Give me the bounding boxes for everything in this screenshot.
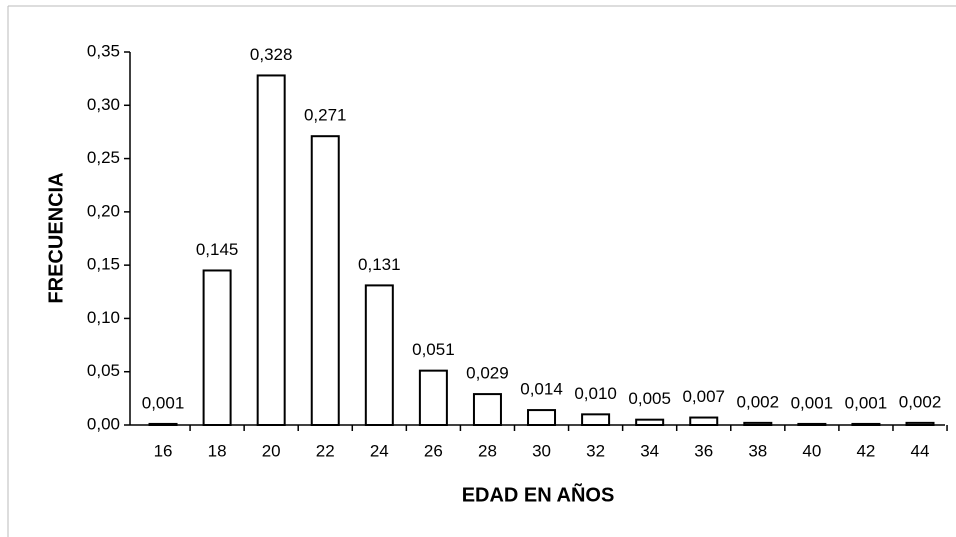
x-tick-label: 24 — [370, 441, 389, 460]
value-label: 0,271 — [304, 106, 347, 125]
x-tick-label: 20 — [262, 441, 281, 460]
bar — [527, 409, 557, 426]
value-label: 0,001 — [791, 393, 834, 412]
value-label: 0,131 — [358, 255, 401, 274]
x-tick-label: 28 — [478, 441, 497, 460]
x-tick-label: 32 — [586, 441, 605, 460]
y-tick-label: 0,00 — [87, 414, 120, 433]
bar — [364, 284, 394, 426]
y-tick-label: 0,25 — [87, 148, 120, 167]
value-label: 0,029 — [466, 364, 509, 383]
y-tick-label: 0,35 — [87, 41, 120, 60]
value-label: 0,002 — [899, 392, 942, 411]
y-tick-label: 0,05 — [87, 361, 120, 380]
value-label: 0,001 — [142, 393, 185, 412]
x-tick-label: 42 — [856, 441, 875, 460]
value-label: 0,010 — [574, 384, 617, 403]
x-tick-label: 34 — [640, 441, 659, 460]
bar — [418, 369, 448, 426]
x-tick-label: 30 — [532, 441, 551, 460]
bar — [581, 413, 611, 427]
x-tick-label: 38 — [748, 441, 767, 460]
bar — [905, 421, 935, 426]
x-tick-label: 40 — [802, 441, 821, 460]
bar — [472, 393, 502, 427]
bar — [689, 416, 719, 427]
y-tick-label: 0,15 — [87, 255, 120, 274]
bar — [797, 422, 827, 427]
bar — [256, 74, 286, 427]
y-axis-title: FRECUENCIA — [45, 172, 67, 303]
value-label: 0,007 — [682, 387, 725, 406]
bar — [743, 421, 773, 426]
value-label: 0,014 — [520, 380, 563, 399]
x-tick-label: 18 — [208, 441, 227, 460]
bar — [310, 135, 340, 426]
value-label: 0,005 — [628, 389, 671, 408]
x-tick-label: 26 — [424, 441, 443, 460]
value-label: 0,002 — [737, 392, 780, 411]
x-tick-label: 22 — [316, 441, 335, 460]
x-tick-label: 16 — [154, 441, 173, 460]
x-tick-label: 44 — [911, 441, 930, 460]
value-label: 0,051 — [412, 340, 455, 359]
y-tick-label: 0,20 — [87, 201, 120, 220]
bar — [202, 269, 232, 426]
y-tick-label: 0,10 — [87, 308, 120, 327]
value-label: 0,001 — [845, 393, 888, 412]
value-label: 0,328 — [250, 45, 293, 64]
bar — [851, 422, 881, 427]
bar — [148, 422, 178, 427]
x-tick-label: 36 — [694, 441, 713, 460]
value-label: 0,145 — [196, 240, 239, 259]
bar — [635, 418, 665, 426]
y-tick-label: 0,30 — [87, 95, 120, 114]
x-axis-title: EDAD EN AÑOS — [462, 483, 615, 506]
